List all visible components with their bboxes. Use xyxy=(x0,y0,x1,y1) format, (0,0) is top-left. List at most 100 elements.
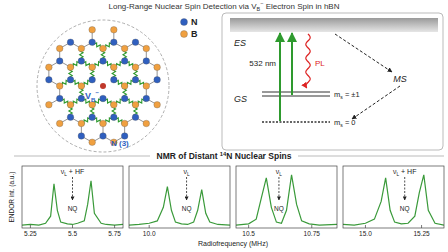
atom xyxy=(89,114,96,121)
laser-arrow xyxy=(291,33,293,95)
atom xyxy=(132,76,139,83)
atom xyxy=(143,58,150,65)
atom xyxy=(121,83,128,90)
atom xyxy=(67,76,74,83)
atom xyxy=(46,101,53,108)
legend-label: B xyxy=(191,29,198,39)
legend-swatch xyxy=(181,31,188,38)
ms-label: MS xyxy=(393,74,407,84)
annotation: νL + HF xyxy=(393,168,416,177)
x-axis-label: Radiofrequency (MHz) xyxy=(198,240,268,248)
atom xyxy=(46,64,53,71)
text-part: Electron Spin in hBN xyxy=(263,2,339,11)
x-tick xyxy=(365,225,366,228)
level xyxy=(262,92,330,93)
atom xyxy=(89,64,96,71)
atom xyxy=(78,120,85,127)
panel-frame xyxy=(222,13,443,150)
atom xyxy=(111,114,118,121)
x-tick xyxy=(72,225,73,228)
pl-label: PL xyxy=(315,59,325,68)
atom xyxy=(132,114,139,121)
x-tick xyxy=(114,225,115,228)
x-tick-label: 10.5 xyxy=(242,230,255,237)
level xyxy=(262,96,330,97)
text-part: NQ xyxy=(400,205,410,213)
text-part: B xyxy=(257,6,261,12)
atom xyxy=(46,76,53,83)
atom xyxy=(78,45,85,52)
atom xyxy=(132,64,139,71)
y-axis-label: ENDOR int. (a.u.) xyxy=(8,172,16,223)
isc-arrow xyxy=(352,86,400,119)
atom xyxy=(56,58,63,65)
x-tick-label: 5.5 xyxy=(68,230,77,237)
atom xyxy=(143,95,150,102)
x-tick xyxy=(421,225,422,228)
atom xyxy=(143,83,150,90)
annotation: NQ xyxy=(274,205,284,213)
x-tick xyxy=(30,225,31,228)
legend-swatch xyxy=(181,19,188,26)
plot-area xyxy=(236,175,337,225)
text-part: L xyxy=(187,172,190,177)
annotation: νL + HF xyxy=(61,168,84,177)
plot-area xyxy=(129,187,230,225)
atom xyxy=(111,101,118,108)
text-part: NMR of Distant xyxy=(157,151,220,161)
atom xyxy=(78,58,85,65)
figure: Long-Range Nuclear Spin Detection via VB… xyxy=(0,0,448,252)
isc-arrow xyxy=(335,34,392,72)
atom xyxy=(56,83,63,90)
atom xyxy=(111,64,118,71)
atom xyxy=(67,39,74,46)
level xyxy=(262,121,330,122)
atom xyxy=(100,133,107,140)
section-title: NMR of Distant 14N Nuclear Spins xyxy=(157,151,292,161)
atom xyxy=(67,114,74,121)
annotation: NQ xyxy=(182,205,192,213)
plot-area xyxy=(22,181,123,225)
x-tick xyxy=(248,225,249,228)
lattice: VB−N (3)NB xyxy=(37,17,198,152)
text-part: B xyxy=(91,96,96,103)
plot-frame xyxy=(129,166,230,228)
x-tick-label: 10.0 xyxy=(143,230,156,237)
atom xyxy=(154,101,161,108)
annotation-arrow xyxy=(404,177,405,200)
atom xyxy=(100,95,107,102)
atom xyxy=(100,120,107,127)
laser-arrow xyxy=(279,33,281,121)
atom xyxy=(78,133,85,140)
atom xyxy=(89,39,96,46)
annotation: νL xyxy=(183,168,190,177)
vacancy-label: VB− xyxy=(85,89,99,102)
text-part: NQ xyxy=(274,205,284,213)
atom xyxy=(89,76,96,83)
legend-label: N xyxy=(191,17,198,27)
atom xyxy=(132,39,139,46)
annotation-arrow xyxy=(278,177,279,200)
vacancy xyxy=(100,83,106,89)
x-tick xyxy=(149,225,150,228)
x-tick-label: 10.75 xyxy=(304,230,321,237)
separator xyxy=(298,156,444,157)
spectrum-line xyxy=(129,187,230,225)
annotation: NQ xyxy=(400,205,410,213)
text-part: = ±1 xyxy=(343,90,360,99)
atom xyxy=(121,58,128,65)
separator xyxy=(14,156,150,157)
text-part: NQ xyxy=(182,205,192,213)
atom xyxy=(111,26,118,33)
atom xyxy=(100,45,107,52)
x-tick-label: 5.75 xyxy=(108,230,121,237)
plot-frame xyxy=(343,166,444,228)
annotation-arrow xyxy=(186,177,187,200)
atom xyxy=(121,95,128,102)
text-part: L xyxy=(279,172,282,177)
text-part: Long-Range Nuclear Spin Detection via xyxy=(109,2,252,11)
plot-frame xyxy=(236,166,337,228)
x-tick-label: 15.0 xyxy=(359,230,372,237)
spectrum-line xyxy=(236,175,337,225)
atom xyxy=(132,101,139,108)
